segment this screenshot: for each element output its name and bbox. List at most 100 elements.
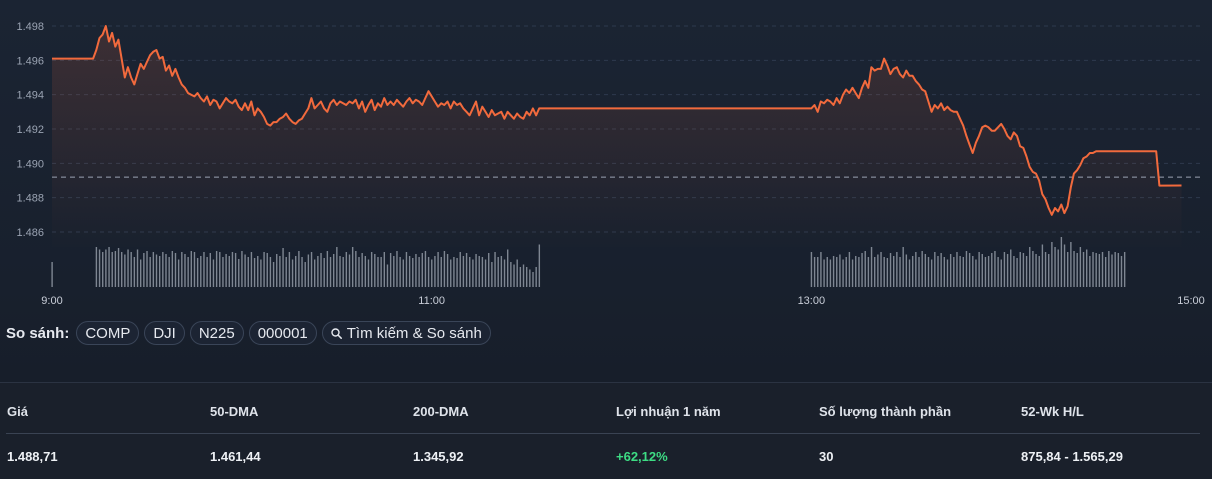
volume-bar (190, 251, 193, 287)
volume-bar (307, 254, 310, 287)
volume-bar (924, 254, 927, 287)
search-icon (331, 327, 342, 339)
volume-bar (108, 247, 110, 287)
volume-bar (905, 254, 908, 287)
volume-bar (513, 264, 515, 287)
volume-bar (497, 257, 499, 287)
volume-bar (1044, 252, 1047, 287)
volume-bar (519, 267, 522, 287)
volume-bar (1057, 249, 1059, 287)
volume-bar (412, 258, 414, 287)
volume-bar (253, 258, 256, 287)
volume-bar (171, 251, 174, 287)
volume-bar (1060, 237, 1063, 287)
compare-chip-comp[interactable]: COMP (76, 321, 140, 345)
volume-bar (342, 257, 344, 287)
volume-bar (848, 252, 851, 287)
volume-bar (975, 259, 977, 287)
volume-bar (326, 251, 329, 287)
volume-bar (937, 256, 939, 287)
volume-bar (421, 253, 423, 287)
volume-bar (1095, 253, 1097, 287)
volume-bar (1013, 256, 1015, 287)
volume-bar (130, 252, 132, 287)
volume-bar (1101, 252, 1104, 287)
volume-bar (431, 259, 433, 287)
volume-bar (279, 256, 281, 287)
stat-value-1y-return: +62,12% (616, 449, 668, 464)
volume-bar (225, 254, 227, 287)
stat-header-1y-return: Lợi nhuận 1 năm (616, 404, 721, 419)
volume-bar (348, 254, 351, 287)
stat-value-52wk: 875,84 - 1.565,29 (1021, 449, 1123, 464)
volume-bar (1019, 252, 1021, 287)
volume-bar (269, 257, 272, 287)
price-chart[interactable]: 1.498 1.496 1.494 1.492 1.490 1.488 1.486 9:00 1… (0, 0, 1212, 318)
volume-bar (158, 256, 161, 287)
compare-chip-n225[interactable]: N225 (189, 321, 244, 345)
volume-bar (374, 254, 376, 287)
volume-bar (288, 252, 291, 287)
volume-bar (1051, 242, 1053, 287)
volume-bar (484, 259, 487, 287)
volume-bar (877, 254, 879, 287)
volume-bar (516, 259, 518, 287)
volume-bar (813, 257, 816, 287)
volume-bar (364, 256, 367, 287)
volume-bar (98, 249, 101, 287)
volume-bar (228, 256, 230, 287)
volume-bar (1038, 256, 1040, 287)
volume-bar (1089, 256, 1091, 287)
volume-bar (367, 259, 370, 287)
volume-bar (434, 256, 436, 287)
volume-bar (370, 252, 373, 287)
volume-bar (323, 258, 325, 287)
price-area (52, 26, 1182, 250)
stat-value-price: 1.488,71 (7, 449, 58, 464)
volume-bar (345, 252, 348, 287)
volume-bar (149, 257, 151, 287)
volume-bar (1085, 249, 1088, 287)
y-tick-label: 1.486 (16, 227, 44, 239)
volume-bar (127, 249, 129, 287)
stat-value-50dma: 1.461,44 (210, 449, 261, 464)
volume-bar (855, 256, 857, 287)
volume-bar (1076, 253, 1078, 287)
volume-bar (383, 252, 386, 287)
volume-bar (858, 257, 860, 287)
volume-bar (522, 264, 525, 287)
x-tick-label: 9:00 (41, 295, 62, 307)
volume-bar (829, 259, 832, 287)
chart-svg[interactable]: 1.498 1.496 1.494 1.492 1.490 1.488 1.486 9:00 1… (0, 0, 1212, 318)
volume-bar (209, 253, 211, 287)
volume-bar (266, 253, 268, 287)
y-tick-label: 1.496 (16, 55, 44, 67)
search-compare-button[interactable]: Tìm kiếm & So sánh (321, 321, 491, 345)
volume-bar (402, 259, 404, 287)
volume-bar (494, 252, 496, 287)
volume-bar (437, 252, 439, 287)
volume-bar (310, 252, 313, 287)
volume-bar (165, 254, 167, 287)
compare-chip-000001[interactable]: 000001 (248, 321, 317, 345)
volume-bar (491, 262, 493, 287)
volume-bar (238, 259, 240, 287)
volume-bar (203, 252, 205, 287)
volume-bar (174, 253, 177, 287)
volume-bar (1104, 257, 1107, 287)
stat-header-price: Giá (7, 404, 28, 419)
compare-chip-dji[interactable]: DJI (144, 321, 185, 345)
volume-bar (193, 252, 196, 287)
volume-bar (532, 272, 534, 287)
volume-bar (943, 257, 946, 287)
volume-bar (867, 257, 870, 287)
volume-bar (886, 258, 889, 287)
volume-bar (478, 256, 480, 287)
stat-value-components: 30 (819, 449, 834, 464)
x-tick-label: 15:00 (1177, 295, 1205, 307)
volume-bar (987, 256, 990, 287)
volume-bar (946, 259, 949, 287)
volume-bar (1073, 251, 1075, 287)
volume-bar (535, 267, 537, 287)
volume-bar (139, 259, 142, 287)
